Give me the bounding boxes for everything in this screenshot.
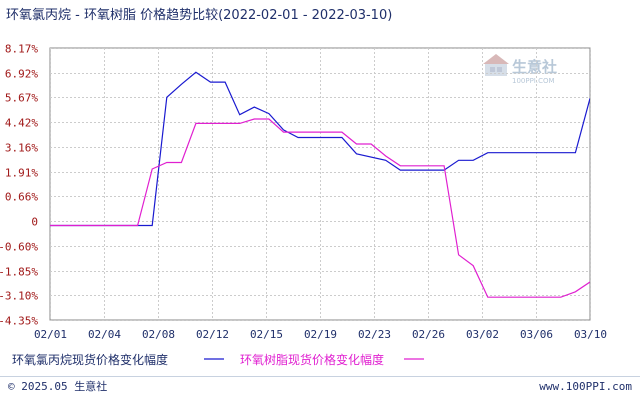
- x-tick-label: 03/06: [520, 328, 553, 341]
- y-tick-label: 0: [31, 216, 38, 229]
- y-axis-ticks: 8.17% 6.92% 5.67% 4.42% 3.16% 1.91% 0.66% 0 -0.6…: [0, 43, 38, 328]
- watermark-logo-icon: [483, 54, 509, 76]
- watermark: 生意社 100PPI.COM: [483, 54, 557, 85]
- chart-grid: [49, 47, 591, 321]
- x-tick-label: 02/01: [34, 328, 67, 341]
- y-tick-label: 0.66%: [5, 191, 38, 204]
- x-tick-label: 02/23: [358, 328, 391, 341]
- x-tick-label: 02/04: [88, 328, 121, 341]
- series-line-epoxy-resin: [50, 118, 590, 298]
- y-tick-label: 8.17%: [5, 43, 38, 56]
- watermark-text: 生意社: [512, 58, 557, 76]
- x-tick-label: 02/26: [412, 328, 445, 341]
- watermark-sub: 100PPI.COM: [512, 77, 555, 85]
- series-line-epichlorohydrin: [50, 71, 590, 227]
- legend-label-epoxy-resin: 环氧树脂现货价格变化幅度: [240, 352, 384, 367]
- y-tick-label: 6.92%: [5, 68, 38, 81]
- y-tick-label: 5.67%: [5, 92, 38, 105]
- y-tick-label: -3.10%: [0, 290, 38, 303]
- y-tick-label: 3.16%: [5, 142, 38, 155]
- x-tick-label: 03/02: [466, 328, 499, 341]
- legend: 环氧氯丙烷现货价格变化幅度 环氧树脂现货价格变化幅度: [12, 352, 424, 367]
- chart-title: 环氧氯丙烷 - 环氧树脂 价格趋势比较(2022-02-01 - 2022-03…: [6, 7, 392, 23]
- x-tick-label: 02/15: [250, 328, 283, 341]
- y-tick-label: -4.35%: [0, 315, 38, 328]
- y-tick-label: 1.91%: [5, 167, 38, 180]
- footer-url: www.100PPI.com: [539, 380, 632, 393]
- x-tick-label: 02/12: [196, 328, 229, 341]
- legend-label-epichlorohydrin: 环氧氯丙烷现货价格变化幅度: [12, 352, 168, 367]
- y-tick-label: -0.60%: [0, 241, 38, 254]
- chart-series: [50, 71, 590, 298]
- x-tick-label: 02/08: [142, 328, 175, 341]
- y-tick-label: -1.85%: [0, 266, 38, 279]
- x-tick-label: 03/10: [574, 328, 607, 341]
- x-tick-label: 02/19: [304, 328, 337, 341]
- x-axis-ticks: 02/01 02/04 02/08 02/12 02/15 02/19 02/23 02/26…: [34, 328, 607, 341]
- footer-copyright: © 2025.05 生意社: [8, 379, 107, 393]
- y-tick-label: 4.42%: [5, 117, 38, 130]
